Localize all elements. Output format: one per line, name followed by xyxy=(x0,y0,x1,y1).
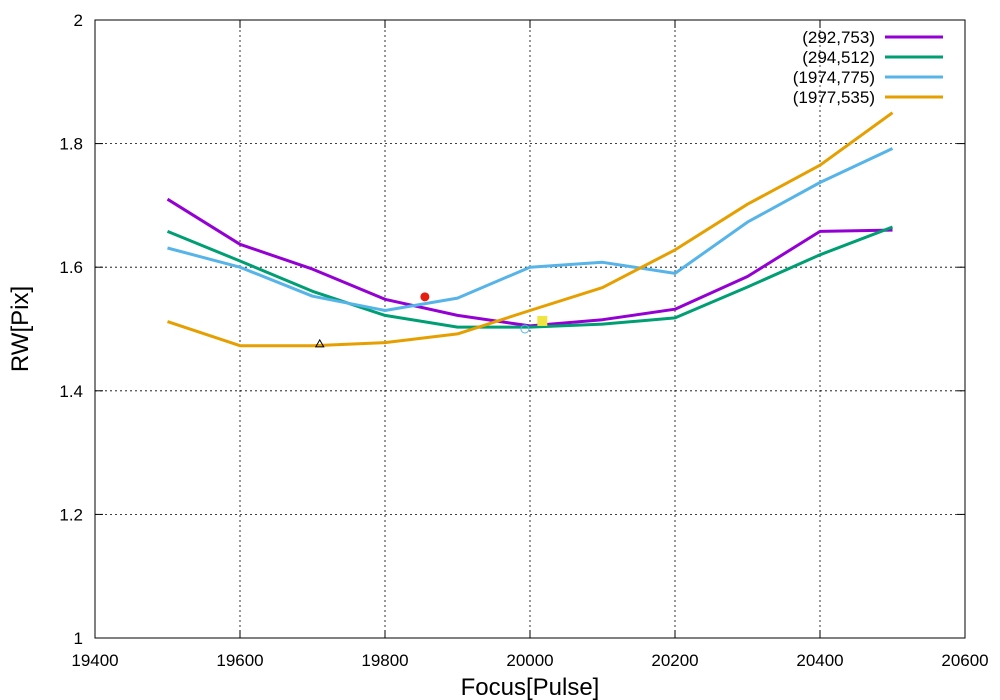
x-tick-label: 20000 xyxy=(506,651,553,670)
legend: (292,753)(294,512)(1974,775)(1977,535) xyxy=(793,28,943,107)
y-axis-ticks: 1 1.2 1.4 1.6 1.8 2 xyxy=(59,11,965,648)
y-axis-label: RW[Pix] xyxy=(7,286,34,372)
legend-label-2: (294,512) xyxy=(802,48,875,67)
x-axis-label: Focus[Pulse] xyxy=(461,674,600,700)
legend-label-1: (292,753) xyxy=(802,28,875,47)
x-tick-label: 19600 xyxy=(216,651,263,670)
x-tick-label: 19800 xyxy=(361,651,408,670)
y-tick-label: 1 xyxy=(74,629,83,648)
point-marker-open-circle xyxy=(520,324,530,334)
x-tick-label: 19400 xyxy=(71,651,118,670)
point-marker-red-circle xyxy=(420,292,430,302)
series-lines xyxy=(166,111,894,348)
point-marker-yellow-square xyxy=(537,315,548,326)
series-line-2 xyxy=(166,225,894,329)
y-tick-label: 1.2 xyxy=(59,505,83,524)
series-line-4 xyxy=(167,111,894,348)
y-tick-label: 1.8 xyxy=(59,135,83,154)
y-tick-label: 2 xyxy=(74,11,83,30)
x-tick-label: 20400 xyxy=(796,651,843,670)
legend-label-3: (1974,775) xyxy=(793,68,875,87)
point-marker-triangle xyxy=(314,338,325,348)
x-tick-label: 20600 xyxy=(941,651,988,670)
y-tick-label: 1.4 xyxy=(59,382,83,401)
legend-label-4: (1977,535) xyxy=(793,88,875,107)
y-tick-label: 1.6 xyxy=(59,258,83,277)
point-markers xyxy=(314,292,548,348)
grid-lines xyxy=(95,20,965,638)
x-axis-ticks: 19400 19600 19800 20000 20200 20400 20600 xyxy=(71,20,989,670)
x-tick-label: 20200 xyxy=(651,651,698,670)
series-line-3 xyxy=(167,147,894,312)
